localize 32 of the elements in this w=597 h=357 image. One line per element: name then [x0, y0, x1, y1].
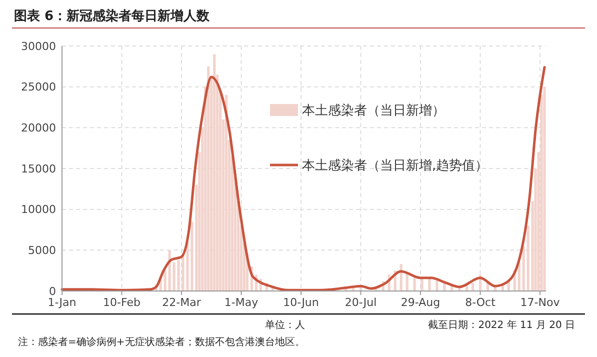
y-tick-label: 10000 [21, 203, 56, 216]
y-tick-label: 5000 [28, 244, 56, 258]
x-tick-label: 22-Mar [162, 296, 202, 309]
bar [543, 86, 546, 291]
x-tick-label: 1-May [224, 296, 259, 309]
x-tick-label: 10-Feb [103, 296, 140, 309]
bar [213, 54, 216, 291]
bar [413, 276, 416, 291]
text: 单位：人 [265, 319, 305, 331]
chart-title: 图表 6：新冠感染者每日新增人数 [14, 8, 211, 24]
bar [420, 278, 424, 291]
y-tick-label: 15000 [21, 162, 56, 176]
text: 截至日期：2022 年 11 月 20 日 [428, 319, 575, 331]
legend-label: 本土感染者（当日新增,趋势值） [302, 158, 488, 174]
y-tick-label: 30000 [21, 40, 56, 53]
y-tick-label: 20000 [21, 122, 56, 135]
x-tick-label: 20-Jul [344, 296, 377, 309]
bar [436, 280, 438, 291]
x-tick-label: 29-Aug [400, 296, 440, 309]
y-tick-label: 0 [49, 284, 56, 298]
x-tick-label: 17-Nov [520, 296, 560, 309]
legend-label: 本土感染者（当日新增） [302, 104, 445, 119]
bar [164, 270, 166, 291]
x-tick-label: 10-Jun [283, 296, 319, 309]
bar [428, 278, 431, 291]
y-tick-label: 25000 [21, 80, 56, 94]
text: 注：感染者=确诊病例+无症状感染者；数据不包含港澳台地区。 [18, 336, 305, 348]
x-tick-label: 1-Jan [48, 296, 76, 309]
bar [526, 226, 530, 291]
bar [522, 246, 525, 291]
bar [225, 95, 228, 291]
x-tick-label: 8-Oct [465, 296, 496, 309]
